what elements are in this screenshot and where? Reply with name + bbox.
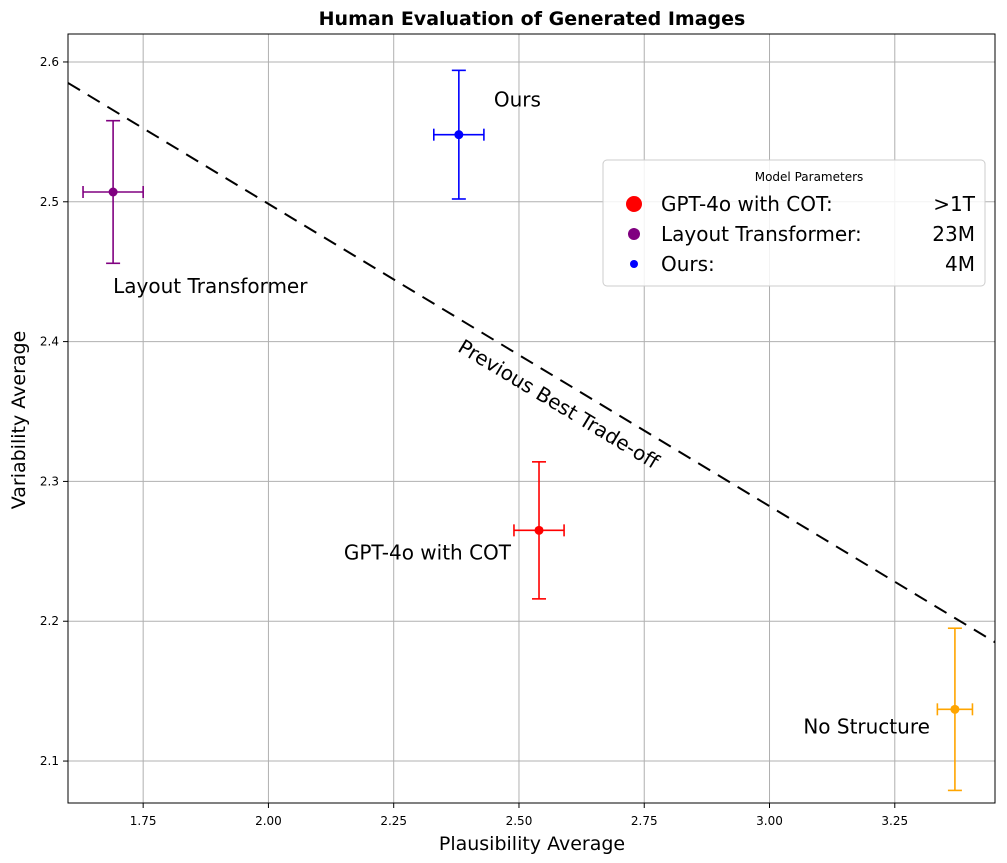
point-label-no-structure: No Structure xyxy=(803,714,930,738)
legend-entry-name: Ours: xyxy=(661,252,715,276)
y-tick-label: 2.6 xyxy=(40,55,59,69)
legend-title: Model Parameters xyxy=(755,170,864,184)
point-label-ours: Ours xyxy=(494,88,541,112)
point-marker xyxy=(534,525,544,535)
legend-entry-name: GPT-4o with COT: xyxy=(661,192,833,216)
x-tick-label: 2.00 xyxy=(255,814,282,828)
data-point-no-structure xyxy=(936,627,974,792)
points-layer xyxy=(82,69,974,792)
x-tick-label: 2.50 xyxy=(506,814,533,828)
x-tick-label: 2.75 xyxy=(631,814,658,828)
y-tick-label: 2.5 xyxy=(40,195,59,209)
point-label-gpt4o-with-cot: GPT-4o with COT xyxy=(344,540,512,564)
trend-line-layer xyxy=(67,82,996,644)
y-axis-title: Variability Average xyxy=(8,331,30,510)
ticks: 1.75 2.00 2.25 2.50 2.75 3.00 3.25 2.1 2.2 2.3 2.4… xyxy=(40,55,908,828)
y-tick-label: 2.1 xyxy=(40,754,59,768)
legend-marker xyxy=(626,196,642,212)
y-tick-label: 2.4 xyxy=(40,335,59,349)
point-marker xyxy=(108,187,118,197)
chart-title: Human Evaluation of Generated Images xyxy=(319,8,746,30)
x-tick-label: 3.00 xyxy=(756,814,783,828)
x-axis-title: Plausibility Average xyxy=(439,833,625,855)
legend-box xyxy=(602,159,986,287)
legend: Model Parameters GPT-4o with COT: >1T Layo… xyxy=(602,159,986,287)
grid xyxy=(68,34,995,803)
data-point-gpt4o-with-cot xyxy=(513,461,565,600)
plot-frame xyxy=(67,33,996,804)
legend-entry-value: >1T xyxy=(933,192,975,216)
legend-entry-value: 4M xyxy=(945,252,975,276)
legend-marker xyxy=(628,228,640,240)
data-point-layout-transformer xyxy=(82,119,144,265)
x-tick-label: 1.75 xyxy=(130,814,157,828)
y-tick-label: 2.3 xyxy=(40,474,59,488)
point-marker xyxy=(950,704,960,714)
x-tick-label: 2.25 xyxy=(380,814,407,828)
point-marker xyxy=(454,130,464,140)
y-tick-label: 2.2 xyxy=(40,614,59,628)
point-label-layout-transformer: Layout Transformer xyxy=(113,274,308,298)
legend-marker xyxy=(630,260,638,268)
legend-entry-value: 23M xyxy=(932,222,975,246)
trade-off-line xyxy=(67,82,996,644)
x-tick-label: 3.25 xyxy=(881,814,908,828)
legend-entry-name: Layout Transformer: xyxy=(661,222,862,246)
data-point-ours xyxy=(432,69,485,200)
